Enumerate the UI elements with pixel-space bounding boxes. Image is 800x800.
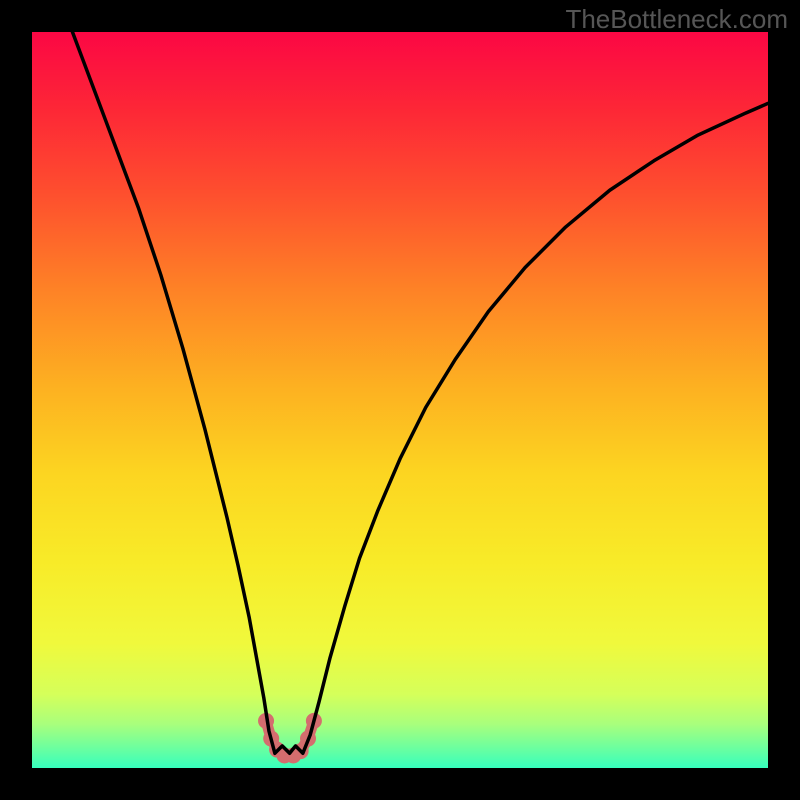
curve-layer (32, 32, 768, 768)
watermark-text: TheBottleneck.com (565, 4, 788, 35)
main-curve (72, 32, 768, 753)
chart-frame: TheBottleneck.com (0, 0, 800, 800)
plot-area (32, 32, 768, 768)
